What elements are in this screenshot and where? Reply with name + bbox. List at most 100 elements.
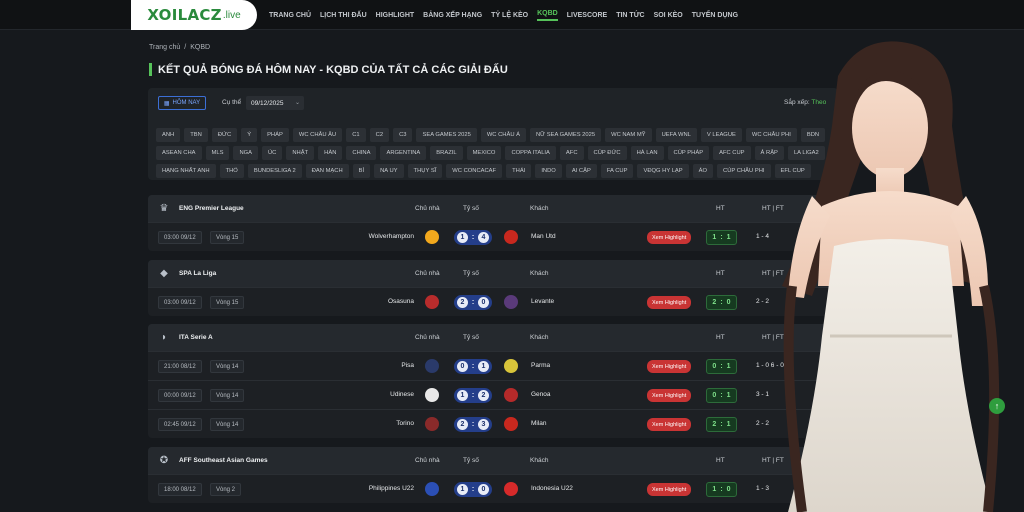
home-team[interactable]: Philippines U22: [368, 485, 414, 492]
league-chip[interactable]: BRAZIL: [430, 146, 463, 160]
nav-item[interactable]: LIVESCORE: [566, 11, 608, 19]
match-row[interactable]: 21:00 08/12 Vòng 14 Pisa 0:1 Parma Xem Highli…: [148, 351, 838, 380]
today-button[interactable]: ▦ HÔM NAY: [158, 96, 206, 110]
league-chip[interactable]: WC CONCACAF: [446, 164, 503, 178]
highlight-button[interactable]: Xem Highlight: [647, 296, 692, 309]
league-chip[interactable]: V LEAGUE: [700, 128, 742, 142]
league-chip[interactable]: C3: [393, 128, 413, 142]
score-pill[interactable]: 0:1: [454, 359, 492, 374]
league-chip[interactable]: CÚP ĐỨC: [587, 146, 627, 160]
score-pill[interactable]: 1:2: [454, 388, 492, 403]
league-chip[interactable]: WC CHÂU PHI: [745, 128, 797, 142]
league-chip[interactable]: ASEAN CHA: [156, 146, 202, 160]
nav-item[interactable]: BẢNG XẾP HẠNG: [423, 11, 483, 19]
league-chip[interactable]: MEXICO: [466, 146, 502, 160]
league-chip[interactable]: HÀN: [318, 146, 343, 160]
league-header[interactable]: ✪ AFF Southeast Asian Games Chủ nhà Tỷ số Kh…: [148, 447, 838, 474]
away-team[interactable]: Genoa: [531, 391, 551, 398]
league-chip[interactable]: NA UY: [374, 164, 404, 178]
league-chip[interactable]: WC CHÂU Á: [480, 128, 526, 142]
highlight-button[interactable]: Xem Highlight: [647, 389, 692, 402]
league-chip[interactable]: NGA: [233, 146, 258, 160]
league-chip[interactable]: BỈ: [352, 164, 371, 178]
sort-control[interactable]: Sắp xếp: Theo: [784, 99, 826, 106]
league-chip[interactable]: NHẬT: [286, 146, 315, 160]
match-row[interactable]: 18:00 08/12 Vòng 2 Philippines U22 1:0 Indon…: [148, 474, 838, 503]
league-chip[interactable]: WC CHÂU ÂU: [292, 128, 343, 142]
league-chip[interactable]: VĐQG HY LẠP: [637, 164, 689, 178]
nav-item[interactable]: LỊCH THI ĐẤU: [320, 11, 367, 19]
league-chip[interactable]: COPPA ITALIA: [505, 146, 556, 160]
league-chip[interactable]: BUNDESLIGA 2: [247, 164, 302, 178]
scroll-top-button[interactable]: ↑: [989, 398, 1005, 414]
home-team[interactable]: Osasuna: [387, 298, 414, 305]
away-team[interactable]: Indonesia U22: [531, 485, 573, 492]
league-header[interactable]: ◆ SPA La Liga Chủ nhà Tỷ số Khách HT HT | FT: [148, 260, 838, 287]
nav-item[interactable]: HIGHLIGHT: [375, 11, 415, 19]
league-chip[interactable]: BDN: [800, 128, 826, 142]
league-chip[interactable]: FA CUP: [600, 164, 634, 178]
league-chip[interactable]: ANH: [156, 128, 181, 142]
league-chip[interactable]: Ý: [241, 128, 258, 142]
score-pill[interactable]: 1:4: [454, 230, 492, 245]
home-team[interactable]: Wolverhampton: [368, 233, 414, 240]
home-team[interactable]: Torino: [396, 420, 414, 427]
date-select[interactable]: 09/12/2025 ⌄: [246, 96, 304, 110]
score-pill[interactable]: 2:0: [454, 295, 492, 310]
league-chip[interactable]: CÚP CHÂU PHI: [717, 164, 771, 178]
match-row[interactable]: 00:00 09/12 Vòng 14 Udinese 1:2 Genoa Xem Hig…: [148, 380, 838, 409]
league-chip[interactable]: ĐAN MẠCH: [305, 164, 349, 178]
league-chip[interactable]: SEA GAMES 2025: [416, 128, 477, 142]
breadcrumb-home[interactable]: Trang chủ: [149, 44, 181, 51]
league-chip[interactable]: UEFA WNL: [655, 128, 697, 142]
league-chip[interactable]: C2: [369, 128, 390, 142]
match-row[interactable]: 03:00 09/12 Vòng 15 Osasuna 2:0 Levante Xem H…: [148, 287, 838, 316]
league-chip[interactable]: CHINA: [346, 146, 377, 160]
league-chip[interactable]: EFL CUP: [774, 164, 811, 178]
league-chip[interactable]: THÁI: [506, 164, 532, 178]
league-chip[interactable]: HÀ LAN: [630, 146, 664, 160]
league-header[interactable]: ◗ ITA Serie A Chủ nhà Tỷ số Khách HT HT | FT: [148, 324, 838, 351]
league-chip[interactable]: NỮ SEA GAMES 2025: [530, 128, 602, 142]
league-chip[interactable]: AI CẬP: [565, 164, 597, 178]
away-team[interactable]: Parma: [531, 362, 551, 369]
nav-item[interactable]: TIN TỨC: [616, 11, 645, 19]
score-pill[interactable]: 1:0: [454, 482, 492, 497]
league-chip[interactable]: PHÁP: [261, 128, 289, 142]
highlight-button[interactable]: Xem Highlight: [647, 418, 692, 431]
league-chip[interactable]: LA LIGA2: [787, 146, 825, 160]
league-chip[interactable]: INDO: [535, 164, 562, 178]
league-chip[interactable]: ARGENTINA: [380, 146, 427, 160]
league-chip[interactable]: WC NAM MỸ: [605, 128, 652, 142]
league-chip[interactable]: THỤY SĨ: [407, 164, 443, 178]
score-pill[interactable]: 2:3: [454, 417, 492, 432]
league-chip[interactable]: ÚC: [262, 146, 283, 160]
highlight-button[interactable]: Xem Highlight: [647, 360, 692, 373]
away-team[interactable]: Milan: [531, 420, 547, 427]
league-chip[interactable]: ÁO: [692, 164, 714, 178]
highlight-button[interactable]: Xem Highlight: [647, 483, 692, 496]
league-chip[interactable]: MLS: [205, 146, 230, 160]
nav-item[interactable]: TUYỂN DỤNG: [691, 11, 739, 19]
away-team[interactable]: Levante: [531, 298, 555, 305]
nav-item[interactable]: TỶ LỆ KÈO: [491, 11, 529, 19]
league-chip[interactable]: AFC CUP: [713, 146, 751, 160]
league-chip[interactable]: AFC: [559, 146, 584, 160]
nav-item[interactable]: KQBD: [537, 10, 558, 21]
highlight-button[interactable]: Xem Highlight: [647, 231, 692, 244]
match-row[interactable]: 03:00 09/12 Vòng 15 Wolverhampton 1:4 Man Ut…: [148, 222, 838, 251]
league-chip[interactable]: TBN: [184, 128, 208, 142]
nav-item[interactable]: TRANG CHỦ: [269, 11, 311, 19]
home-team[interactable]: Pisa: [401, 362, 414, 369]
league-chip[interactable]: HẠNG NHẤT ANH: [156, 164, 216, 178]
league-chip[interactable]: CÚP PHÁP: [667, 146, 710, 160]
nav-item[interactable]: SOI KÈO: [653, 11, 683, 19]
site-logo[interactable]: XOILACZ .live: [131, 0, 257, 30]
match-row[interactable]: 02:45 09/12 Vòng 14 Torino 2:3 Milan Xem High…: [148, 409, 838, 438]
league-chip[interactable]: THỔ: [219, 164, 244, 178]
league-header[interactable]: ♛ ENG Premier League Chủ nhà Tỷ số Khách HT HT…: [148, 195, 838, 222]
league-chip[interactable]: ĐỨC: [211, 128, 238, 142]
home-team[interactable]: Udinese: [390, 391, 414, 398]
away-team[interactable]: Man Utd: [531, 233, 556, 240]
league-chip[interactable]: Ả RẬP: [754, 146, 784, 160]
